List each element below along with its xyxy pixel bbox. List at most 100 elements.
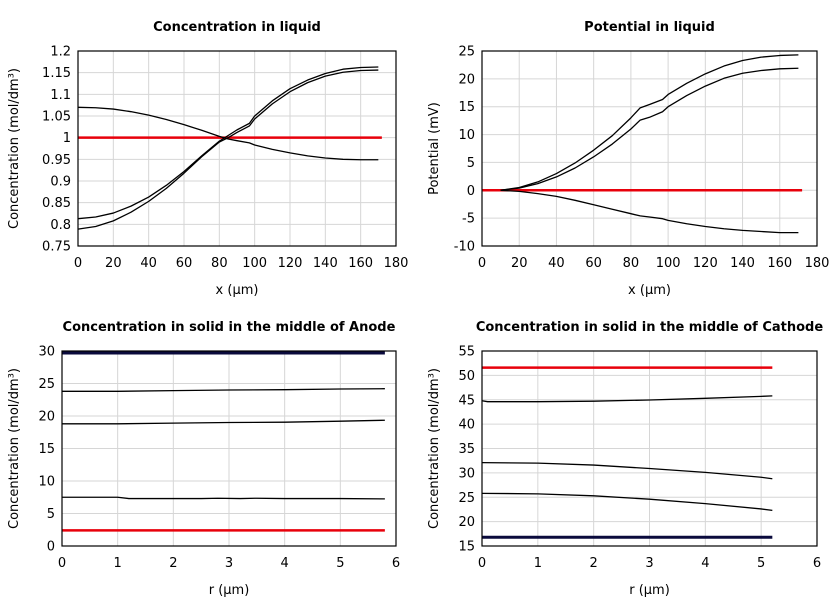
series-line-curve-24: [62, 388, 385, 392]
x-tick-label: 140: [730, 256, 755, 271]
y-tick-label: 25: [458, 45, 475, 60]
series-line-curve-falling: [77, 106, 379, 161]
series-line-curve-26: [481, 492, 773, 512]
x-tick-label: 20: [105, 256, 122, 271]
chart-1: Concentration in liquid 0 20 40 60 80 100 120 14…: [7, 20, 408, 298]
y-tick-label: 55: [458, 345, 475, 360]
x-tick-label: 100: [656, 256, 681, 271]
y-tick-label: 15: [458, 100, 475, 115]
y-tick-label: 1.2: [50, 45, 71, 60]
x-tick-label: 6: [392, 556, 400, 571]
x-tick-label: 0: [74, 256, 82, 271]
y-tick-label: 25: [458, 491, 475, 506]
y-axis-label: Concentration (mol/dm³): [7, 68, 22, 229]
series-line-curve-bottom: [500, 189, 799, 234]
y-tick-label: 0.95: [42, 153, 71, 168]
series-line-curve-middle: [500, 67, 799, 191]
chart-3: Concentration in solid in the middle of …: [7, 320, 400, 598]
y-tick-label: 15: [458, 540, 475, 555]
x-tick-label: 100: [242, 256, 267, 271]
x-tick-label: 0: [478, 556, 486, 571]
x-tick-label: 20: [511, 256, 528, 271]
y-tick-label: 40: [458, 418, 475, 433]
x-tick-label: 180: [384, 256, 409, 271]
x-tick-label: 140: [313, 256, 338, 271]
x-tick-label: 6: [813, 556, 821, 571]
series-line-curve-7: [62, 496, 385, 500]
x-tick-label: 4: [701, 556, 709, 571]
y-tick-label: 20: [38, 410, 55, 425]
y-tick-label: 0.8: [50, 218, 71, 233]
y-axis-label: Potential (mV): [427, 102, 442, 195]
y-tick-label: 1.05: [42, 110, 71, 125]
y-tick-label: 0: [47, 540, 55, 555]
x-tick-label: 2: [169, 556, 177, 571]
x-tick-label: 0: [478, 256, 486, 271]
y-tick-label: 1.15: [42, 66, 71, 81]
x-tick-label: 80: [211, 256, 228, 271]
x-tick-label: 1: [114, 556, 122, 571]
y-tick-label: 0: [467, 184, 475, 199]
x-tick-label: 2: [590, 556, 598, 571]
y-tick-label: 10: [38, 475, 55, 490]
x-tick-label: 120: [278, 256, 303, 271]
y-axis-label: Concentration (mol/dm³): [427, 368, 442, 529]
x-tick-label: 40: [548, 256, 565, 271]
x-tick-label: 120: [693, 256, 718, 271]
x-tick-label: 60: [176, 256, 193, 271]
plot-frame: [481, 50, 818, 247]
y-tick-label: 35: [458, 442, 475, 457]
y-tick-label: 20: [458, 515, 475, 530]
x-axis-label: x (µm): [216, 283, 259, 298]
chart-title: Concentration in liquid: [153, 20, 321, 35]
x-tick-label: 0: [58, 556, 66, 571]
x-tick-label: 3: [225, 556, 233, 571]
x-axis-label: r (µm): [209, 583, 250, 598]
y-tick-label: -10: [454, 240, 475, 255]
chart-title: Concentration in solid in the middle of …: [476, 320, 824, 335]
y-tick-label: 45: [458, 393, 475, 408]
x-tick-label: 4: [281, 556, 289, 571]
y-tick-label: 20: [458, 72, 475, 87]
y-axis-label: Concentration (mol/dm³): [7, 368, 22, 529]
x-tick-label: 60: [585, 256, 602, 271]
chart-4: Concentration in solid in the middle of …: [427, 320, 823, 598]
y-tick-label: 15: [38, 442, 55, 457]
x-tick-label: 80: [623, 256, 640, 271]
series-line-curve-32: [481, 461, 773, 480]
y-tick-label: -5: [462, 212, 475, 227]
y-tick-label: 0.85: [42, 196, 71, 211]
series-line-curve-19: [62, 419, 385, 425]
x-tick-label: 5: [757, 556, 765, 571]
x-tick-label: 40: [140, 256, 157, 271]
y-tick-label: 5: [47, 507, 55, 522]
series-line-curve-45: [481, 395, 773, 403]
x-tick-label: 160: [348, 256, 373, 271]
y-tick-label: 10: [458, 128, 475, 143]
chart-title: Potential in liquid: [584, 20, 715, 35]
y-tick-label: 0.75: [42, 240, 71, 255]
x-tick-label: 5: [336, 556, 344, 571]
x-tick-label: 3: [645, 556, 653, 571]
y-tick-label: 30: [458, 466, 475, 481]
x-axis-label: x (µm): [628, 283, 671, 298]
series-line-curve-upper-rising: [77, 66, 379, 220]
plot-frame: [481, 350, 818, 547]
y-tick-label: 0.9: [50, 175, 71, 190]
y-tick-label: 5: [467, 156, 475, 171]
y-tick-label: 1.1: [50, 88, 71, 103]
y-tick-label: 30: [38, 345, 55, 360]
series-line-curve-lower-rising: [77, 69, 379, 230]
series-line-curve-top: [500, 54, 799, 191]
plot-frame: [77, 50, 397, 247]
x-axis-label: r (µm): [629, 583, 670, 598]
y-tick-label: 1: [63, 131, 71, 146]
chart-title: Concentration in solid in the middle of …: [63, 320, 396, 335]
x-tick-label: 1: [534, 556, 542, 571]
plot-frame: [61, 350, 397, 547]
x-tick-label: 160: [767, 256, 792, 271]
x-tick-label: 180: [805, 256, 830, 271]
y-tick-label: 25: [38, 377, 55, 392]
